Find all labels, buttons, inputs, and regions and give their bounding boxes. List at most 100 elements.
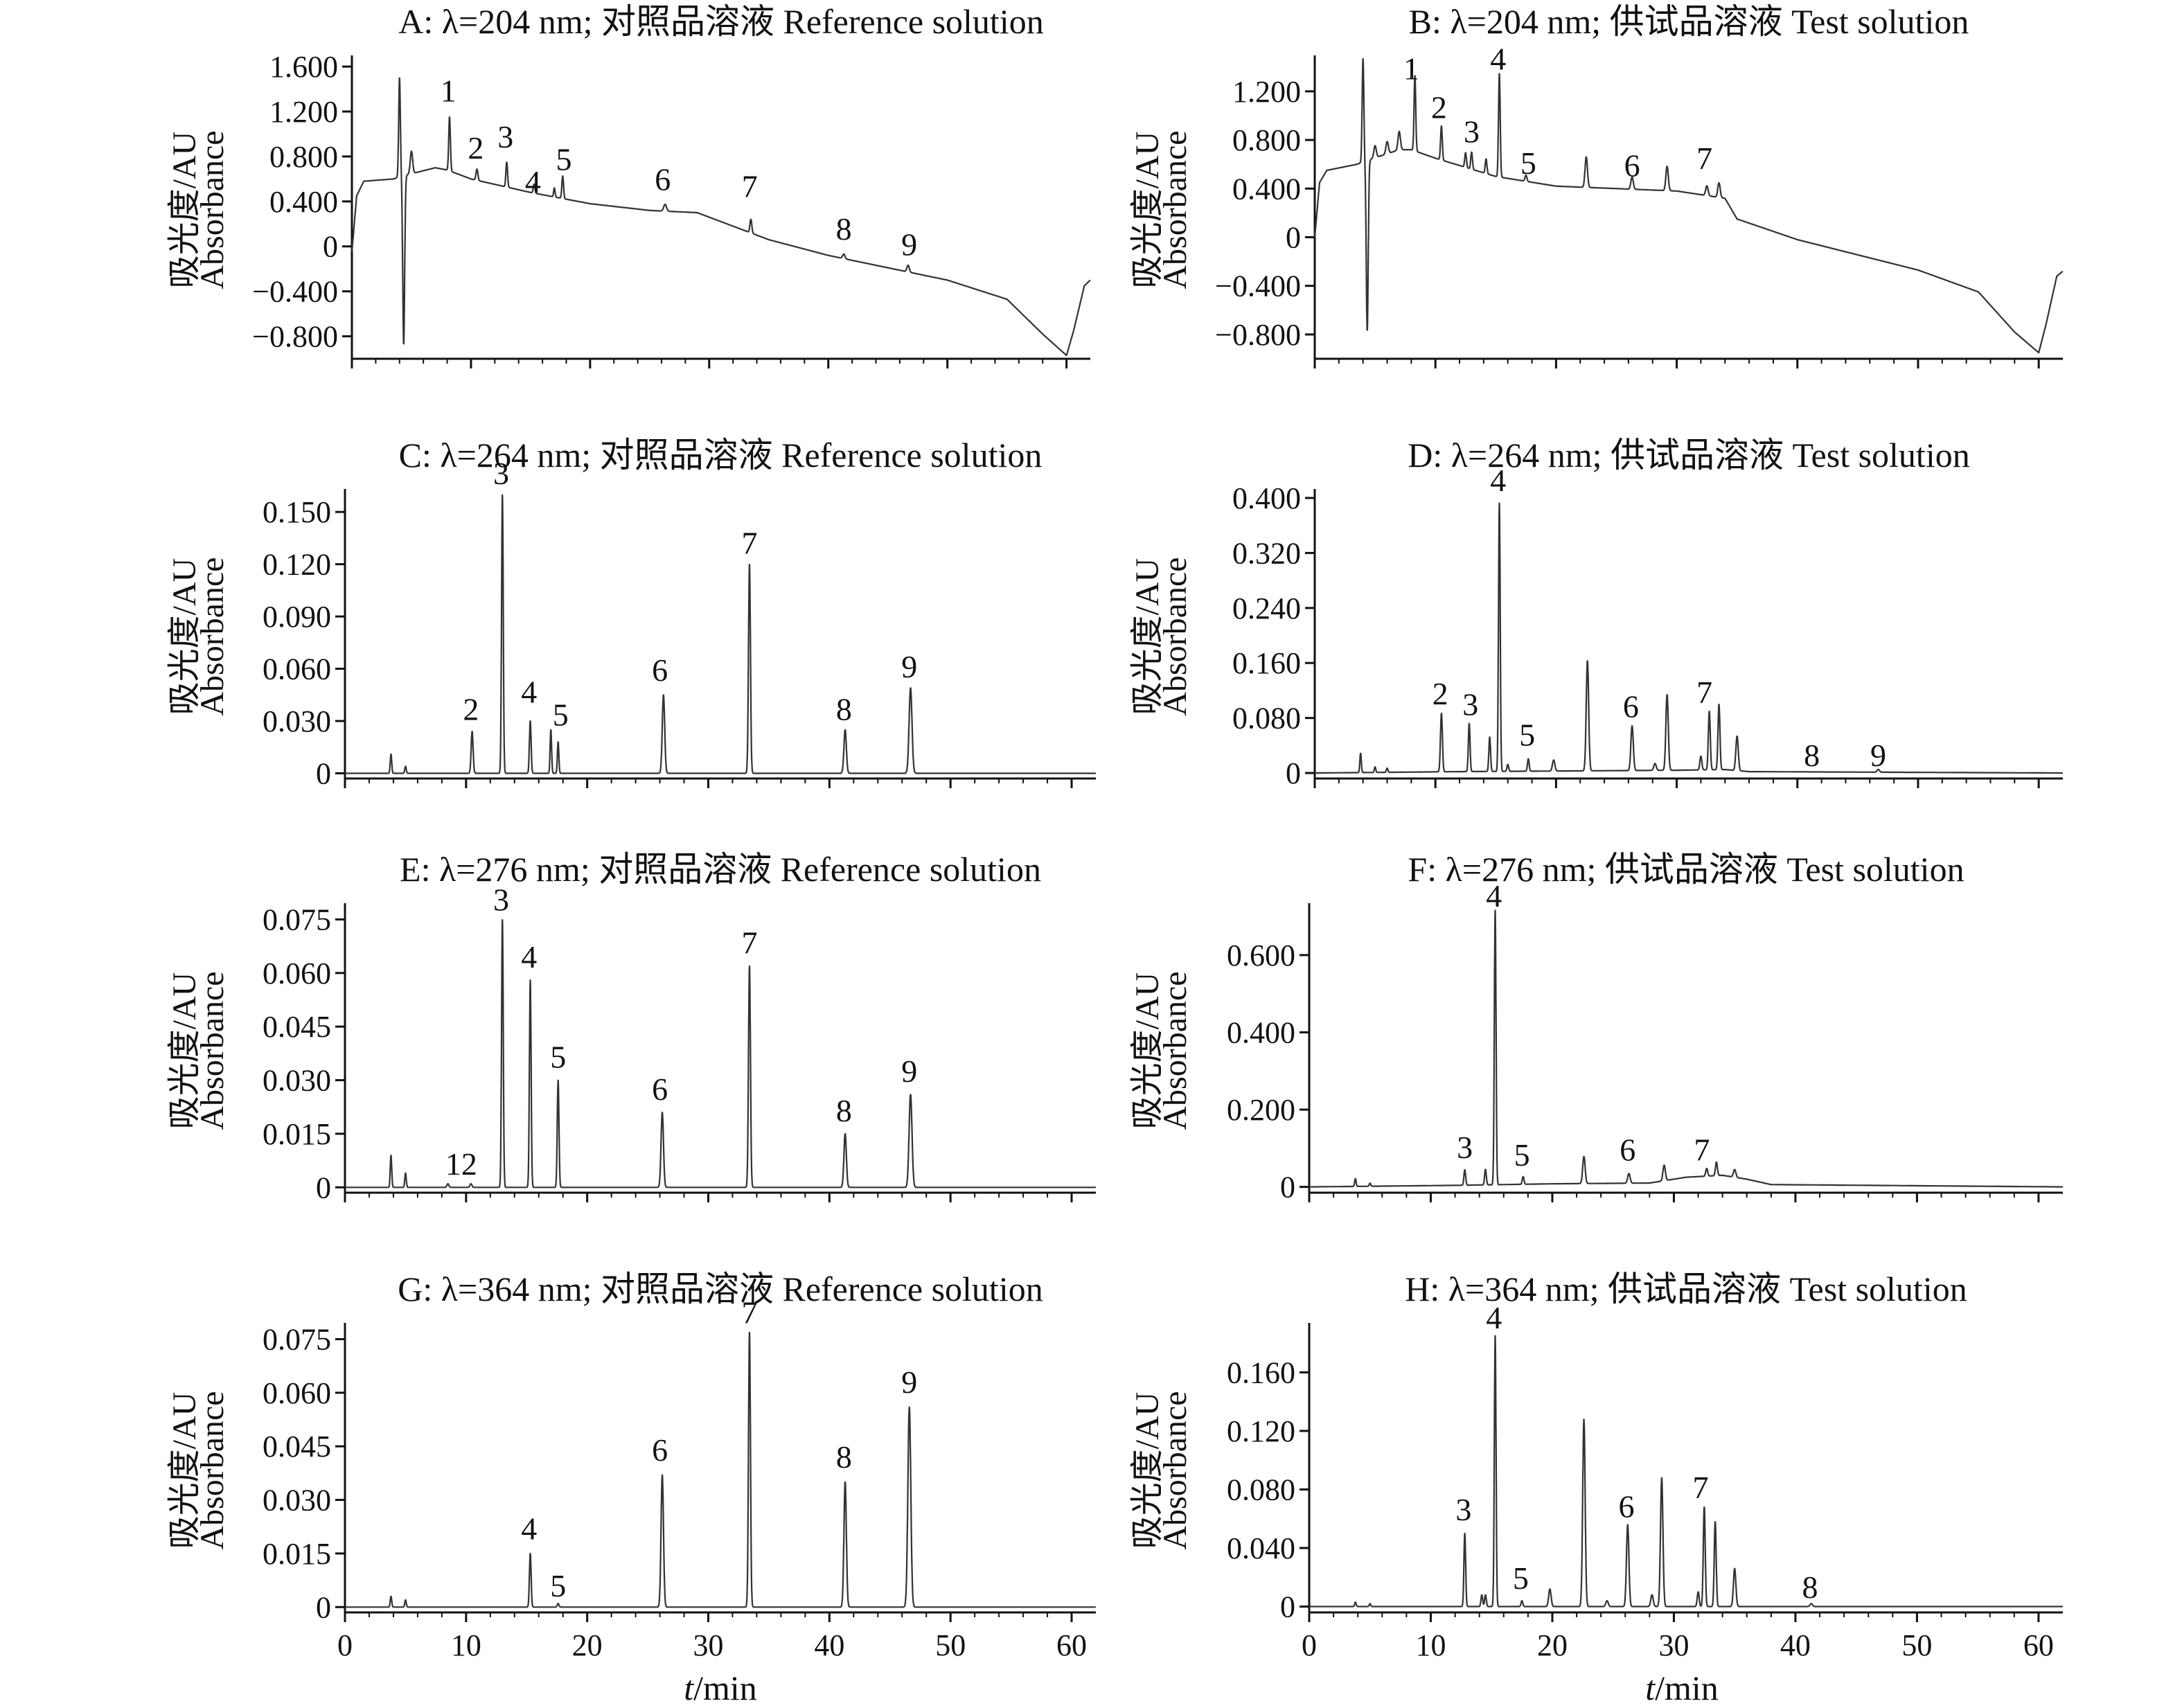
peak-label: 4 — [521, 939, 537, 975]
peak-label: 3 — [1457, 1130, 1473, 1165]
x-tick-label: 50 — [1901, 1628, 1932, 1662]
y-axis-label-en: Absorbance — [194, 1391, 231, 1549]
peak-label: 5 — [550, 1039, 566, 1074]
x-axis-label-unit: /min — [1655, 1669, 1719, 1707]
y-tick-label: 0.040 — [1227, 1531, 1295, 1565]
peak-label: 2 — [468, 130, 484, 166]
panel-e: E: λ=276 nm; 对照品溶液 Reference solution 0.0… — [166, 850, 1097, 1204]
peak-label: 6 — [1623, 689, 1639, 724]
y-axis-label: 吸光度/AU — [1129, 558, 1166, 715]
peak-label: 6 — [1620, 1132, 1635, 1168]
peak-label: 7 — [741, 526, 757, 561]
x-tick-label: 10 — [451, 1628, 481, 1662]
chromatogram-trace — [1313, 57, 2064, 354]
y-tick-label: 0.060 — [263, 957, 331, 990]
y-tick-label: 0.120 — [263, 548, 331, 582]
peak-label: 7 — [741, 925, 757, 960]
peak-label: 12 — [445, 1146, 477, 1182]
peak-label: 6 — [1624, 148, 1640, 184]
y-tick-label: 0.030 — [263, 1064, 331, 1098]
peak-label: 4 — [525, 164, 541, 199]
y-tick-label: 0.160 — [1232, 646, 1301, 680]
peak-label: 2 — [1431, 89, 1447, 125]
peak-label: 9 — [901, 649, 917, 684]
y-tick-label: 0.080 — [1232, 702, 1301, 736]
y-tick-label: 0.030 — [263, 1484, 331, 1518]
y-tick-label: 0 — [323, 230, 338, 264]
y-tick-label: 0.015 — [263, 1537, 331, 1571]
y-tick-label: 0.060 — [263, 652, 331, 686]
y-tick-label: −0.800 — [1215, 318, 1301, 352]
panel-a: A: λ=204 nm; 对照品溶液 Reference solution 1.6… — [166, 2, 1091, 368]
peak-label: 8 — [836, 211, 852, 247]
peak-label: 4 — [1490, 41, 1506, 76]
peak-label: 3 — [1464, 114, 1480, 150]
y-tick-label: 1.200 — [269, 95, 338, 129]
y-tick-label: −0.800 — [252, 320, 338, 354]
y-axis-label-en: Absorbance — [1157, 971, 1194, 1130]
panel-title: H: λ=364 nm; 供试品溶液 Test solution — [1405, 1270, 1967, 1308]
peak-label: 8 — [1802, 1569, 1818, 1605]
peak-label: 1 — [1403, 51, 1419, 86]
panel-title: F: λ=276 nm; 供试品溶液 Test solution — [1408, 850, 1964, 889]
y-tick-label: 0.060 — [263, 1376, 331, 1410]
x-axis-label-italic: t — [1645, 1669, 1656, 1707]
x-tick-label: 30 — [693, 1628, 724, 1662]
x-tick-label: 0 — [1302, 1628, 1317, 1662]
peak-label: 7 — [742, 168, 758, 204]
panel-b: B: λ=204 nm; 供试品溶液 Test solution 1.200 0.8… — [1129, 2, 2064, 368]
y-tick-label: 0.400 — [1232, 172, 1301, 206]
chromatogram-trace — [1309, 1335, 2064, 1608]
y-axis-label: 吸光度/AU — [166, 972, 203, 1130]
peak-label: 5 — [1514, 1137, 1530, 1173]
peak-label: 9 — [901, 1053, 917, 1089]
peak-label: 9 — [1870, 738, 1886, 773]
x-tick-label: 40 — [814, 1628, 844, 1662]
peak-label: 7 — [1693, 1470, 1709, 1505]
peak-label: 7 — [1696, 675, 1712, 710]
peak-label: 2 — [463, 692, 479, 727]
x-tick-label: 60 — [1056, 1628, 1087, 1662]
y-tick-label: −0.400 — [1215, 269, 1301, 303]
peak-label: 7 — [1694, 1132, 1710, 1168]
panel-d: D: λ=264 nm; 供试品溶液 Test solution 0.400 0.3… — [1129, 436, 2064, 790]
peak-label: 7 — [741, 1295, 757, 1330]
y-tick-label: 0.075 — [263, 902, 331, 936]
peak-label: 3 — [1462, 687, 1478, 722]
peak-label: 8 — [836, 692, 852, 727]
y-tick-label: 0.045 — [263, 1010, 331, 1044]
y-tick-label: 0.800 — [269, 140, 338, 174]
peak-label: 6 — [1619, 1489, 1635, 1524]
y-tick-label: 0.400 — [1227, 1016, 1295, 1050]
peak-label: 8 — [836, 1439, 852, 1475]
peak-label: 6 — [655, 162, 671, 197]
y-tick-label: 0.320 — [1232, 536, 1301, 570]
peak-label: 5 — [550, 1568, 566, 1603]
y-tick-label: 0.120 — [1227, 1414, 1295, 1448]
x-tick-label: 50 — [935, 1628, 966, 1662]
peak-label: 3 — [493, 882, 509, 918]
panel-title: B: λ=204 nm; 供试品溶液 Test solution — [1409, 2, 1969, 41]
y-tick-label: 0.075 — [263, 1322, 331, 1356]
y-axis-label-en: Absorbance — [1157, 130, 1194, 289]
y-axis-label: 吸光度/AU — [166, 132, 203, 289]
y-axis-label-en: Absorbance — [1157, 557, 1194, 715]
y-axis-label-en: Absorbance — [194, 557, 231, 715]
peak-label: 3 — [493, 456, 509, 491]
y-tick-label: 1.600 — [269, 50, 338, 84]
x-tick-label: 10 — [1415, 1628, 1446, 1662]
y-axis-label: 吸光度/AU — [1129, 972, 1166, 1130]
x-axis-label: t/min — [1645, 1669, 1719, 1707]
chromatogram-trace — [344, 494, 1097, 774]
y-axis-label: 吸光度/AU — [1129, 132, 1166, 289]
y-tick-label: −0.400 — [252, 275, 338, 309]
y-tick-label: 0 — [1280, 1590, 1295, 1624]
y-tick-label: 0.200 — [1227, 1093, 1295, 1127]
y-tick-label: 0.150 — [263, 495, 331, 529]
x-tick-label: 20 — [1537, 1628, 1568, 1662]
y-tick-label: 1.200 — [1232, 75, 1301, 109]
y-axis-label: 吸光度/AU — [1129, 1392, 1166, 1549]
peak-label: 4 — [1490, 463, 1506, 498]
y-axis-label: 吸光度/AU — [166, 1392, 203, 1549]
y-tick-label: 0.400 — [269, 185, 338, 219]
